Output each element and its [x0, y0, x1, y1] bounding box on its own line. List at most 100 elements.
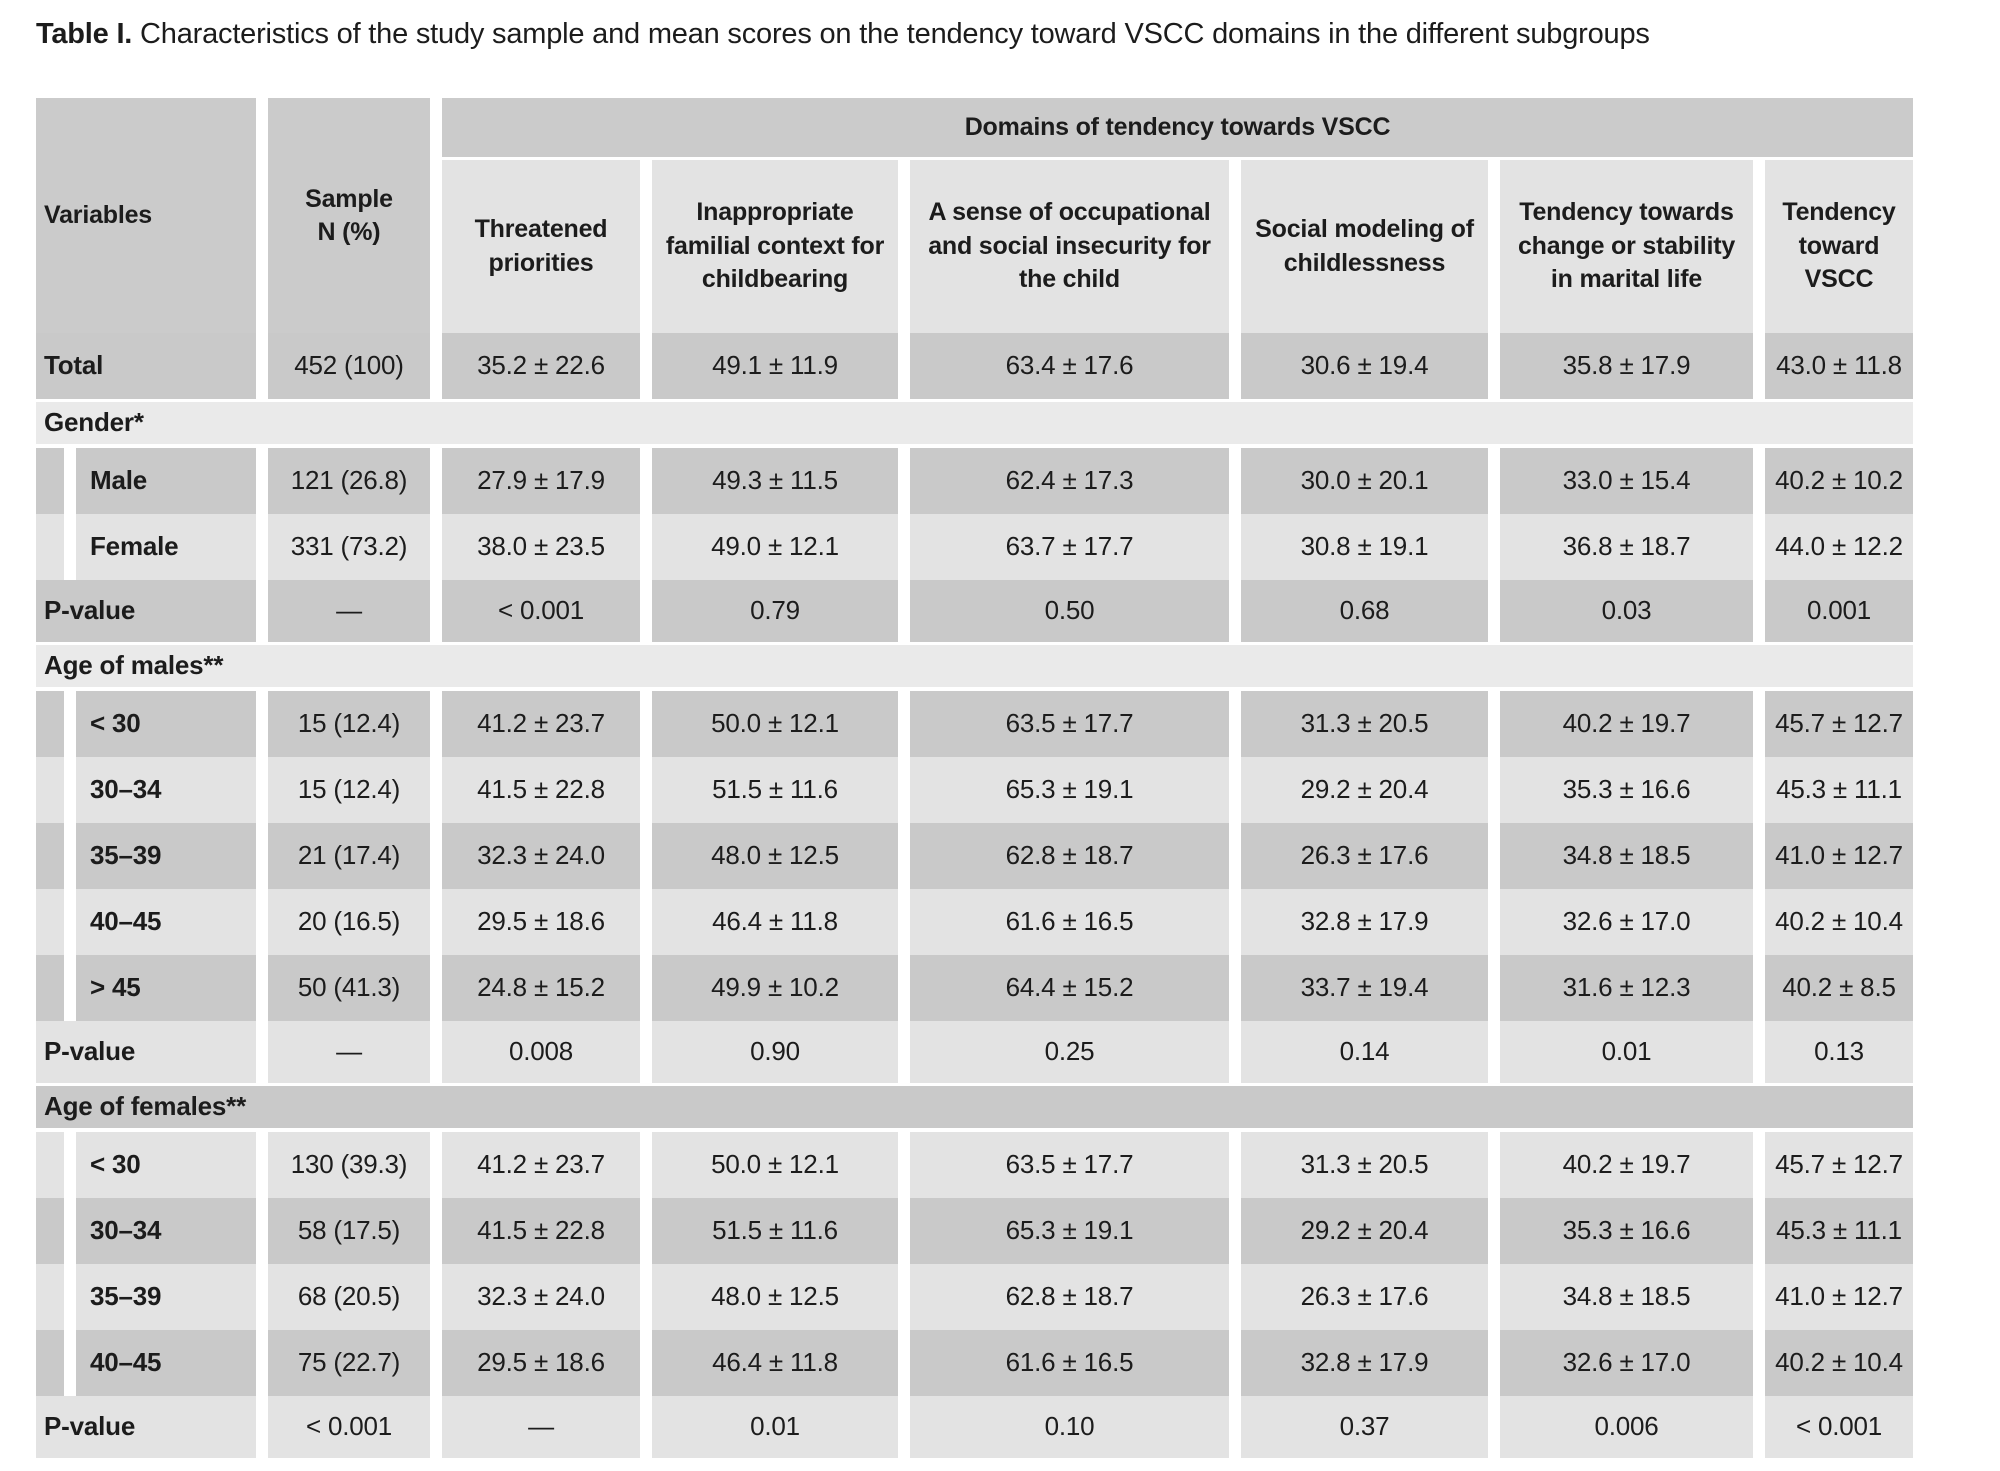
- table-row: P-value — < 0.001 0.79 0.50 0.68 0.03 0.001: [36, 580, 1913, 642]
- value-cell: 35.3 ± 16.6: [1500, 757, 1753, 823]
- value-cell: 29.2 ± 20.4: [1241, 757, 1488, 823]
- value-cell: 61.6 ± 16.5: [910, 889, 1229, 955]
- row-label: 40–45: [76, 1330, 256, 1396]
- value-cell: 33.7 ± 19.4: [1241, 955, 1488, 1021]
- header-domain-col-occupational-social-insecurity: A sense of occupational and social insec…: [910, 160, 1229, 333]
- value-cell: 46.4 ± 11.8: [652, 889, 898, 955]
- row-label: P-value: [36, 1021, 256, 1083]
- value-cell: 32.8 ± 17.9: [1241, 1330, 1488, 1396]
- header-sample: Sample N (%): [268, 98, 430, 333]
- value-cell: 0.03: [1500, 580, 1753, 642]
- value-cell: 41.5 ± 22.8: [442, 757, 640, 823]
- value-cell: 31.3 ± 20.5: [1241, 1132, 1488, 1198]
- header-variables: Variables: [36, 98, 256, 333]
- value-cell: 64.4 ± 15.2: [910, 955, 1229, 1021]
- value-cell: 33.0 ± 15.4: [1500, 448, 1753, 514]
- value-cell: 35.3 ± 16.6: [1500, 1198, 1753, 1264]
- value-cell: 35.2 ± 22.6: [442, 333, 640, 399]
- table-row: > 45 50 (41.3) 24.8 ± 15.2 49.9 ± 10.2 64.4 …: [36, 955, 1913, 1021]
- value-cell: 35.8 ± 17.9: [1500, 333, 1753, 399]
- indent-strip: [36, 448, 64, 514]
- value-cell: 65.3 ± 19.1: [910, 757, 1229, 823]
- section-row: Age of females**: [36, 1083, 1913, 1132]
- value-cell: 41.0 ± 12.7: [1765, 823, 1913, 889]
- indent-strip: [36, 1198, 64, 1264]
- value-cell: 61.6 ± 16.5: [910, 1330, 1229, 1396]
- value-cell: 49.3 ± 11.5: [652, 448, 898, 514]
- row-label: Total: [36, 333, 256, 399]
- value-cell: 29.5 ± 18.6: [442, 1330, 640, 1396]
- value-cell: 49.0 ± 12.1: [652, 514, 898, 580]
- value-cell: 49.1 ± 11.9: [652, 333, 898, 399]
- value-cell: 41.2 ± 23.7: [442, 691, 640, 757]
- value-cell: 130 (39.3): [268, 1132, 430, 1198]
- value-cell: 20 (16.5): [268, 889, 430, 955]
- value-cell: 41.5 ± 22.8: [442, 1198, 640, 1264]
- value-cell: 68 (20.5): [268, 1264, 430, 1330]
- row-label: Female: [76, 514, 256, 580]
- table-row: 30–34 15 (12.4) 41.5 ± 22.8 51.5 ± 11.6 65.3…: [36, 757, 1913, 823]
- value-cell: 46.4 ± 11.8: [652, 1330, 898, 1396]
- header-domains-group: Domains of tendency towards VSCC: [442, 98, 1913, 160]
- value-cell: 40.2 ± 10.2: [1765, 448, 1913, 514]
- section-label: Age of females**: [36, 1083, 1913, 1132]
- value-cell: 62.4 ± 17.3: [910, 448, 1229, 514]
- value-cell: 63.5 ± 17.7: [910, 1132, 1229, 1198]
- value-cell: 34.8 ± 18.5: [1500, 1264, 1753, 1330]
- section-row: Age of males**: [36, 642, 1913, 691]
- value-cell: 30.8 ± 19.1: [1241, 514, 1488, 580]
- value-cell: 0.14: [1241, 1021, 1488, 1083]
- value-cell: 0.90: [652, 1021, 898, 1083]
- value-cell: 32.3 ± 24.0: [442, 1264, 640, 1330]
- table-title-label: Table I.: [36, 18, 133, 50]
- value-cell: 38.0 ± 23.5: [442, 514, 640, 580]
- table-row: 35–39 21 (17.4) 32.3 ± 24.0 48.0 ± 12.5 62.8…: [36, 823, 1913, 889]
- value-cell: 34.8 ± 18.5: [1500, 823, 1753, 889]
- row-label: 30–34: [76, 1198, 256, 1264]
- value-cell: 0.006: [1500, 1396, 1753, 1458]
- value-cell: 0.008: [442, 1021, 640, 1083]
- value-cell: 40.2 ± 19.7: [1500, 691, 1753, 757]
- value-cell: 32.6 ± 17.0: [1500, 889, 1753, 955]
- value-cell: 30.0 ± 20.1: [1241, 448, 1488, 514]
- value-cell: 50.0 ± 12.1: [652, 1132, 898, 1198]
- value-cell: 0.01: [652, 1396, 898, 1458]
- row-label: Male: [76, 448, 256, 514]
- indent-strip: [36, 691, 64, 757]
- value-cell: 41.2 ± 23.7: [442, 1132, 640, 1198]
- value-cell: < 0.001: [1765, 1396, 1913, 1458]
- row-label: 35–39: [76, 1264, 256, 1330]
- header-row-domains: Threatened priorities Inappropriate fami…: [36, 160, 1913, 333]
- value-cell: 45.7 ± 12.7: [1765, 691, 1913, 757]
- value-cell: 48.0 ± 12.5: [652, 1264, 898, 1330]
- value-cell: 50 (41.3): [268, 955, 430, 1021]
- value-cell: 0.68: [1241, 580, 1488, 642]
- value-cell: 0.10: [910, 1396, 1229, 1458]
- value-cell: 0.01: [1500, 1021, 1753, 1083]
- value-cell: 29.2 ± 20.4: [1241, 1198, 1488, 1264]
- table-title-text: Characteristics of the study sample and …: [132, 18, 1650, 50]
- header-domain-col-inappropriate-familial-context: Inappropriate familial context for child…: [652, 160, 898, 333]
- data-table: Variables Sample N (%) Domains of tenden…: [24, 98, 1925, 1458]
- row-label: > 45: [76, 955, 256, 1021]
- value-cell: 44.0 ± 12.2: [1765, 514, 1913, 580]
- value-cell: 45.3 ± 11.1: [1765, 757, 1913, 823]
- value-cell: 58 (17.5): [268, 1198, 430, 1264]
- value-cell: 29.5 ± 18.6: [442, 889, 640, 955]
- value-cell: 63.4 ± 17.6: [910, 333, 1229, 399]
- indent-strip: [36, 955, 64, 1021]
- table-row: < 30 130 (39.3) 41.2 ± 23.7 50.0 ± 12.1 63.5…: [36, 1132, 1913, 1198]
- value-cell: —: [442, 1396, 640, 1458]
- header-domain-col-change-stability: Tendency towards change or stability in …: [1500, 160, 1753, 333]
- value-cell: 49.9 ± 10.2: [652, 955, 898, 1021]
- header-domain-col-tendency-vscc: Tendency toward VSCC: [1765, 160, 1913, 333]
- value-cell: —: [268, 1021, 430, 1083]
- value-cell: 15 (12.4): [268, 691, 430, 757]
- value-cell: 62.8 ± 18.7: [910, 823, 1229, 889]
- value-cell: 31.6 ± 12.3: [1500, 955, 1753, 1021]
- value-cell: 0.50: [910, 580, 1229, 642]
- section-label: Age of males**: [36, 642, 1913, 691]
- row-label: 30–34: [76, 757, 256, 823]
- value-cell: 26.3 ± 17.6: [1241, 823, 1488, 889]
